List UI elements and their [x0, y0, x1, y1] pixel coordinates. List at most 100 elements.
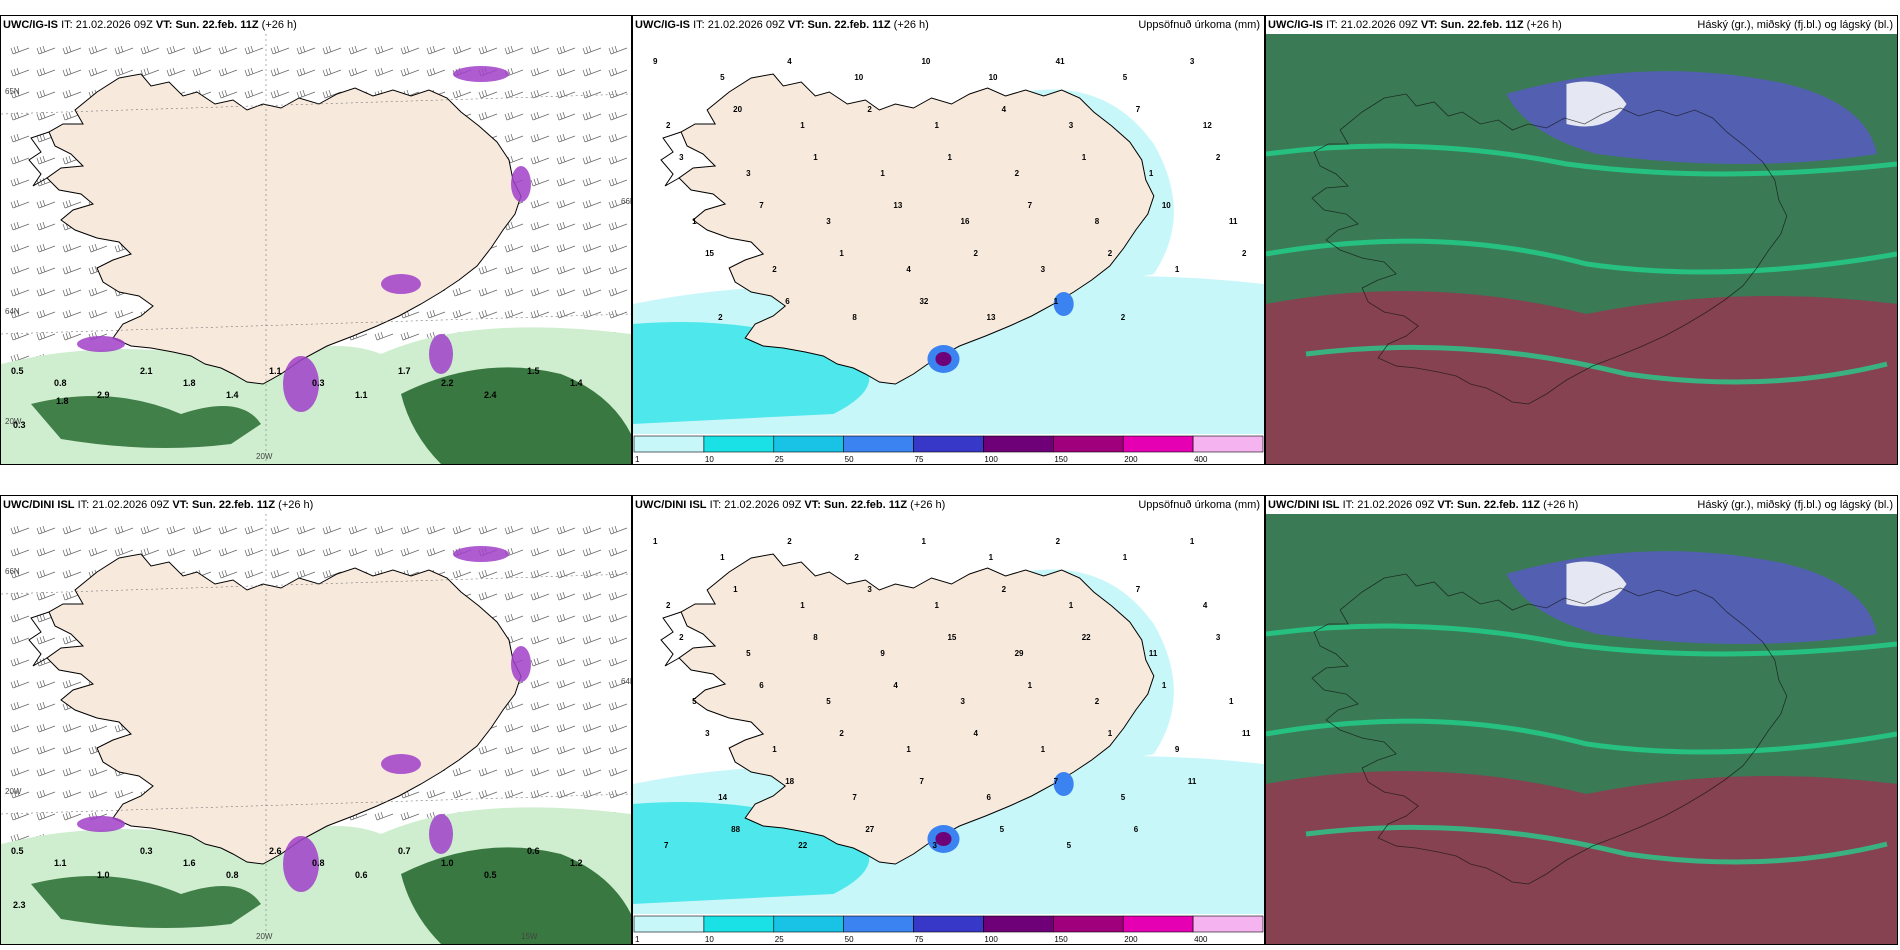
colorbar-swatch — [913, 915, 984, 933]
precip-value-label: 27 — [865, 825, 874, 834]
lead-time: (+26 h) — [261, 19, 297, 31]
precip-value-label: 1 — [772, 745, 777, 754]
it-value: 21.02.2026 09Z — [92, 499, 170, 511]
precip-colorbar: 1 10 25 50 75 100 150 200 400 — [633, 434, 1264, 464]
it-label: IT: — [77, 499, 90, 511]
precip-value-label: 1 — [1028, 681, 1033, 690]
colorbar-swatch — [1053, 915, 1124, 933]
vt-value: Sun. 22.feb. 11Z — [1440, 19, 1524, 31]
precip-value-label: 1 — [1054, 297, 1059, 306]
colorbar-swatch — [843, 435, 914, 453]
precip-value-label: 1 — [1162, 681, 1167, 690]
panel-title-right: Háský (gr.), miðský (fj.bl.) og lágský (… — [1697, 499, 1893, 511]
snow-intensity-spot — [511, 646, 531, 682]
precip-max-area — [1053, 292, 1074, 316]
precip-value-label: 11 — [1229, 217, 1238, 226]
panel-header: UWC/IG-IS IT: 21.02.2026 09Z VT: Sun. 22… — [1, 16, 631, 34]
precip-value-label: 1 — [1149, 169, 1154, 178]
colorbar-swatch — [913, 435, 984, 453]
lon-label: 15W — [521, 932, 538, 941]
colorbar-swatch — [983, 915, 1054, 933]
precip-value-label: 6 — [1134, 825, 1139, 834]
colorbar-swatch — [1053, 435, 1124, 453]
panel-header: UWC/DINI ISL IT: 21.02.2026 09Z VT: Sun.… — [1266, 496, 1897, 514]
vt-label: VT: — [172, 499, 189, 511]
precip-value-label: 1 — [934, 121, 939, 130]
panel-header: UWC/IG-IS IT: 21.02.2026 09Z VT: Sun. 22… — [633, 16, 1264, 34]
snow-intensity-spot — [429, 334, 453, 374]
snow-value-label: 1.8 — [183, 378, 196, 388]
precip-value-label: 1 — [906, 745, 911, 754]
colorbar-swatch — [773, 915, 844, 933]
precip-value-label: 2 — [854, 553, 859, 562]
precip-value-label: 7 — [852, 793, 857, 802]
vt-value: Sun. 22.feb. 11Z — [175, 19, 259, 31]
colorbar-tick-label: 25 — [775, 935, 784, 944]
lat-label: 64N — [5, 307, 20, 316]
snow-value-label: 0.7 — [398, 846, 411, 856]
precip-value-label: 22 — [1082, 633, 1091, 642]
colorbar-swatch — [703, 915, 775, 933]
it-label: IT: — [709, 499, 722, 511]
snow-value-label: 1.1 — [355, 390, 368, 400]
precip-value-label: 22 — [798, 841, 807, 850]
snow-value-label: 1.8 — [56, 396, 69, 406]
map-area: 1 1 2 2 1 1 2 1 1 2 1 1 3 1 2 1 7 4 2 5 8 9 15 29 22 11 3 5 6 5 4 3 1 2 1 1… — [633, 514, 1264, 914]
parallel — [1, 93, 631, 115]
precip-value-label: 9 — [1175, 745, 1180, 754]
snow-wind-map: 65N 66N 64N 20W 20W 0.5 0.8 2.9 2.1 1.8 1.4 1.1 0.3 1… — [1, 34, 631, 464]
snow-value-label: 1.5 — [527, 366, 540, 376]
precip-value-label: 2 — [666, 601, 671, 610]
precip-value-label: 1 — [921, 537, 926, 546]
precip-value-label: 2 — [839, 729, 844, 738]
snow-area-dark — [401, 847, 631, 944]
precip-value-label: 3 — [679, 153, 684, 162]
precip-value-label: 4 — [974, 729, 979, 738]
it-value: 21.02.2026 09Z — [75, 19, 153, 31]
precip-value-label: 1 — [733, 585, 738, 594]
lead-time: (+26 h) — [910, 499, 946, 511]
model-name: UWC/DINI ISL — [3, 499, 75, 511]
high-cloud-area — [1566, 81, 1627, 127]
precip-value-label: 2 — [1015, 169, 1020, 178]
precip-value-label: 5 — [1121, 793, 1126, 802]
precip-value-label: 7 — [1028, 201, 1033, 210]
precip-value-label: 3 — [1216, 633, 1221, 642]
snow-intensity-spot — [77, 336, 125, 352]
colorbar-tick-label: 50 — [845, 455, 854, 464]
precip-value-label: 1 — [1082, 153, 1087, 162]
colorbar-tick-label: 10 — [705, 455, 714, 464]
precip-value-label: 3 — [867, 585, 872, 594]
it-value: 21.02.2026 09Z — [724, 499, 802, 511]
colorbar-tick-label: 10 — [705, 935, 714, 944]
cloud-map — [1266, 34, 1897, 464]
colorbar-swatch — [1192, 435, 1264, 453]
snow-intensity-spot — [453, 546, 509, 562]
precip-max-core — [935, 832, 952, 846]
snow-value-label: 0.8 — [226, 870, 239, 880]
precip-value-label: 7 — [759, 201, 764, 210]
precip-map: 1122112112113121742589152922113565431211… — [633, 514, 1264, 914]
colorbar-tick-label: 200 — [1124, 455, 1138, 464]
snow-value-label: 1.1 — [54, 858, 67, 868]
precip-value-label: 1 — [947, 153, 952, 162]
coastline — [1311, 93, 1788, 405]
snow-intensity-spot — [77, 816, 125, 832]
precip-value-label: 41 — [1056, 57, 1065, 66]
precip-value-label: 15 — [947, 633, 956, 642]
vt-value: Sun. 22.feb. 11Z — [823, 499, 908, 511]
precip-value-label: 12 — [1203, 121, 1212, 130]
precip-value-label: 4 — [1002, 105, 1007, 114]
precip-value-label: 1 — [1123, 553, 1128, 562]
precip-value-label: 1 — [800, 121, 805, 130]
snow-value-label: 2.2 — [441, 378, 454, 388]
snow-value-label: 0.3 — [312, 378, 325, 388]
colorbar-tick-label: 25 — [775, 455, 784, 464]
precip-value-label: 4 — [906, 265, 911, 274]
precip-value-label: 6 — [759, 681, 764, 690]
vt-label: VT: — [804, 499, 821, 511]
snow-value-label: 0.8 — [312, 858, 325, 868]
precip-value-label: 7 — [1136, 105, 1141, 114]
model-name: UWC/DINI ISL — [1268, 499, 1340, 511]
low-cloud-area — [1266, 291, 1897, 464]
